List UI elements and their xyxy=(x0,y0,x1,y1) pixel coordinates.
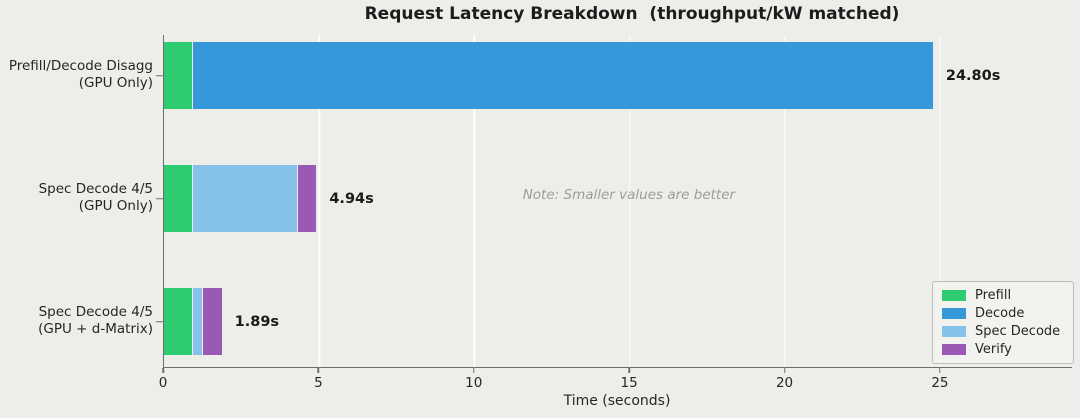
legend-swatch-prefill xyxy=(942,290,966,302)
x-tick-label-20: 20 xyxy=(775,375,794,391)
gridline-x-15 xyxy=(628,35,631,367)
x-tick-label-25: 25 xyxy=(931,375,949,391)
y-tick-mark xyxy=(156,197,163,200)
legend-item-prefill: Prefill xyxy=(942,288,1064,303)
bar-segment-prefill xyxy=(164,165,192,232)
legend-label-prefill: Prefill xyxy=(975,288,1012,304)
legend-swatch-verify xyxy=(942,343,966,355)
y-category-label: Prefill/Decode Disagg (GPU Only) xyxy=(8,57,153,92)
bar-segment-prefill xyxy=(164,42,192,109)
bar-row-1: 4.94s xyxy=(164,165,1072,232)
x-axis-title: Time (seconds) xyxy=(563,393,671,409)
chart-title: Request Latency Breakdown (throughput/kW… xyxy=(364,4,900,24)
legend-item-spec-decode: Spec Decode xyxy=(942,324,1064,339)
x-tick-mark-5 xyxy=(317,368,320,373)
x-tick-mark-0 xyxy=(162,368,164,373)
x-tick-mark-15 xyxy=(628,368,630,373)
y-category-label: Spec Decode 4/5 (GPU Only) xyxy=(38,180,153,215)
y-tick-mark xyxy=(156,74,163,77)
bar-row-2: 1.89s xyxy=(164,288,1072,355)
legend-swatch-spec-decode xyxy=(942,325,966,337)
bars-layer: 24.80s 4.94s 1.89s xyxy=(164,35,1072,367)
gridline-x-20 xyxy=(784,35,786,367)
x-tick-label-5: 5 xyxy=(314,375,323,391)
legend-label-spec-decode: Spec Decode xyxy=(975,323,1061,339)
gridline-x-25 xyxy=(939,35,941,367)
bar-segment-spec-decode xyxy=(192,165,298,232)
bar-row-0: 24.80s xyxy=(164,42,1072,109)
legend-swatch-decode xyxy=(942,308,966,320)
bar-segment-decode xyxy=(192,42,933,109)
bar-segment-spec-decode xyxy=(192,288,202,355)
legend-item-decode: Decode xyxy=(942,306,1064,321)
bar-total-label: 4.94s xyxy=(329,190,374,207)
legend-label-decode: Decode xyxy=(975,306,1025,322)
bar-segment-verify xyxy=(202,288,222,355)
plot-area: 24.80s 4.94s 1.89s Note: Smaller values ar… xyxy=(163,35,1072,368)
x-tick-mark-10 xyxy=(473,368,475,373)
y-tick-mark xyxy=(156,320,163,323)
gridline-x-5 xyxy=(318,35,320,367)
y-category-label: Spec Decode 4/5 (GPU + d-Matrix) xyxy=(38,303,153,338)
bar-segment-verify xyxy=(298,165,317,232)
bar-total-label: 1.89s xyxy=(234,313,280,330)
x-tick-mark-25 xyxy=(939,368,941,373)
gridline-x-10 xyxy=(473,35,476,367)
bar-segment-prefill xyxy=(164,288,192,355)
legend-item-verify: Verify xyxy=(942,342,1064,357)
x-tick-label-0: 0 xyxy=(158,375,168,391)
note-annotation: Note: Smaller values are better xyxy=(522,187,736,203)
bar-total-label: 24.80s xyxy=(945,67,1001,84)
x-tick-label-15: 15 xyxy=(620,375,638,391)
x-axis: Time (seconds) 0 5 10 15 20 25 xyxy=(159,368,1072,418)
x-tick-label-10: 10 xyxy=(465,375,483,391)
legend: Prefill Decode Spec Decode Verify xyxy=(932,281,1074,364)
x-tick-mark-20 xyxy=(783,368,786,373)
legend-label-verify: Verify xyxy=(975,341,1012,357)
